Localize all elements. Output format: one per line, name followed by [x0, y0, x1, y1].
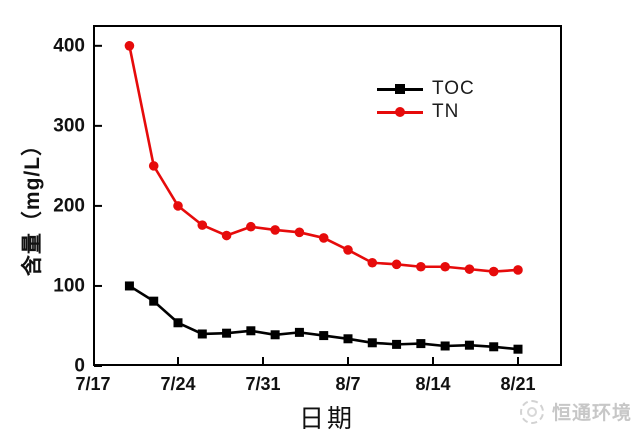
- toc-data-point: [246, 326, 256, 336]
- watermark-logo-icon: [520, 399, 544, 424]
- toc-data-point: [343, 334, 353, 344]
- tn-line-sample: [377, 106, 423, 118]
- y-tick-label: 100: [53, 275, 85, 296]
- x-axis-title: 日期: [298, 406, 356, 433]
- tn-data-point: [124, 41, 135, 51]
- plot-border: [93, 25, 562, 366]
- y-tick-label: 0: [74, 356, 85, 377]
- toc-data-point: [124, 281, 134, 291]
- legend-label-tn: TN: [432, 100, 460, 122]
- tn-circle-marker-icon: [395, 106, 405, 117]
- toc-data-point: [392, 339, 402, 349]
- tn-data-point: [367, 257, 378, 268]
- tn-data-point: [246, 221, 256, 232]
- x-tick-label: 7/31: [245, 374, 280, 394]
- toc-line-sample: [377, 83, 423, 95]
- y-tick-label: 300: [53, 115, 85, 136]
- tn-data-point: [391, 259, 402, 270]
- legend-entry-toc: TOC: [377, 77, 475, 100]
- toc-data-point: [367, 338, 377, 348]
- toc-data-point: [513, 344, 523, 354]
- y-tick-label: 200: [53, 195, 85, 216]
- y-tick-label: 400: [53, 35, 85, 56]
- legend-entry-tn: TN: [377, 100, 475, 123]
- tn-data-point: [416, 261, 426, 272]
- toc-data-point: [319, 331, 329, 341]
- x-tick-label: 7/17: [75, 374, 110, 394]
- tn-data-point: [173, 201, 183, 211]
- legend: TOC TN: [377, 77, 475, 123]
- watermark: 恒通环境: [520, 398, 632, 425]
- toc-data-point: [149, 296, 159, 306]
- x-tick-label: 8/7: [335, 374, 360, 394]
- watermark-label: 恒通环境: [552, 403, 633, 424]
- toc-data-point: [222, 328, 232, 338]
- tn-data-point: [440, 261, 450, 272]
- legend-label-toc: TOC: [432, 77, 475, 99]
- x-tick-label: 8/21: [500, 374, 535, 394]
- toc-data-point: [416, 339, 426, 349]
- tn-data-point: [294, 227, 305, 238]
- tn-data-point: [488, 266, 499, 277]
- toc-data-point: [489, 342, 499, 352]
- tn-data-point: [318, 233, 329, 243]
- tn-data-point: [197, 220, 208, 230]
- y-axis-title: 含量（mg/L）: [21, 133, 44, 277]
- tn-data-point: [513, 265, 523, 275]
- x-tick-label: 8/14: [415, 374, 450, 394]
- tn-data-point: [148, 161, 159, 171]
- tn-data-point: [221, 230, 232, 241]
- toc-data-point: [464, 340, 474, 350]
- toc-data-point: [440, 341, 450, 351]
- toc-data-point: [270, 330, 280, 340]
- toc-square-marker-icon: [395, 83, 405, 94]
- toc-data-point: [173, 318, 183, 328]
- toc-data-point: [294, 327, 304, 337]
- toc-data-point: [197, 329, 207, 339]
- x-tick-label: 7/24: [160, 374, 195, 394]
- tn-data-point: [464, 264, 475, 274]
- tn-data-point: [270, 225, 280, 235]
- tn-data-point: [343, 245, 353, 255]
